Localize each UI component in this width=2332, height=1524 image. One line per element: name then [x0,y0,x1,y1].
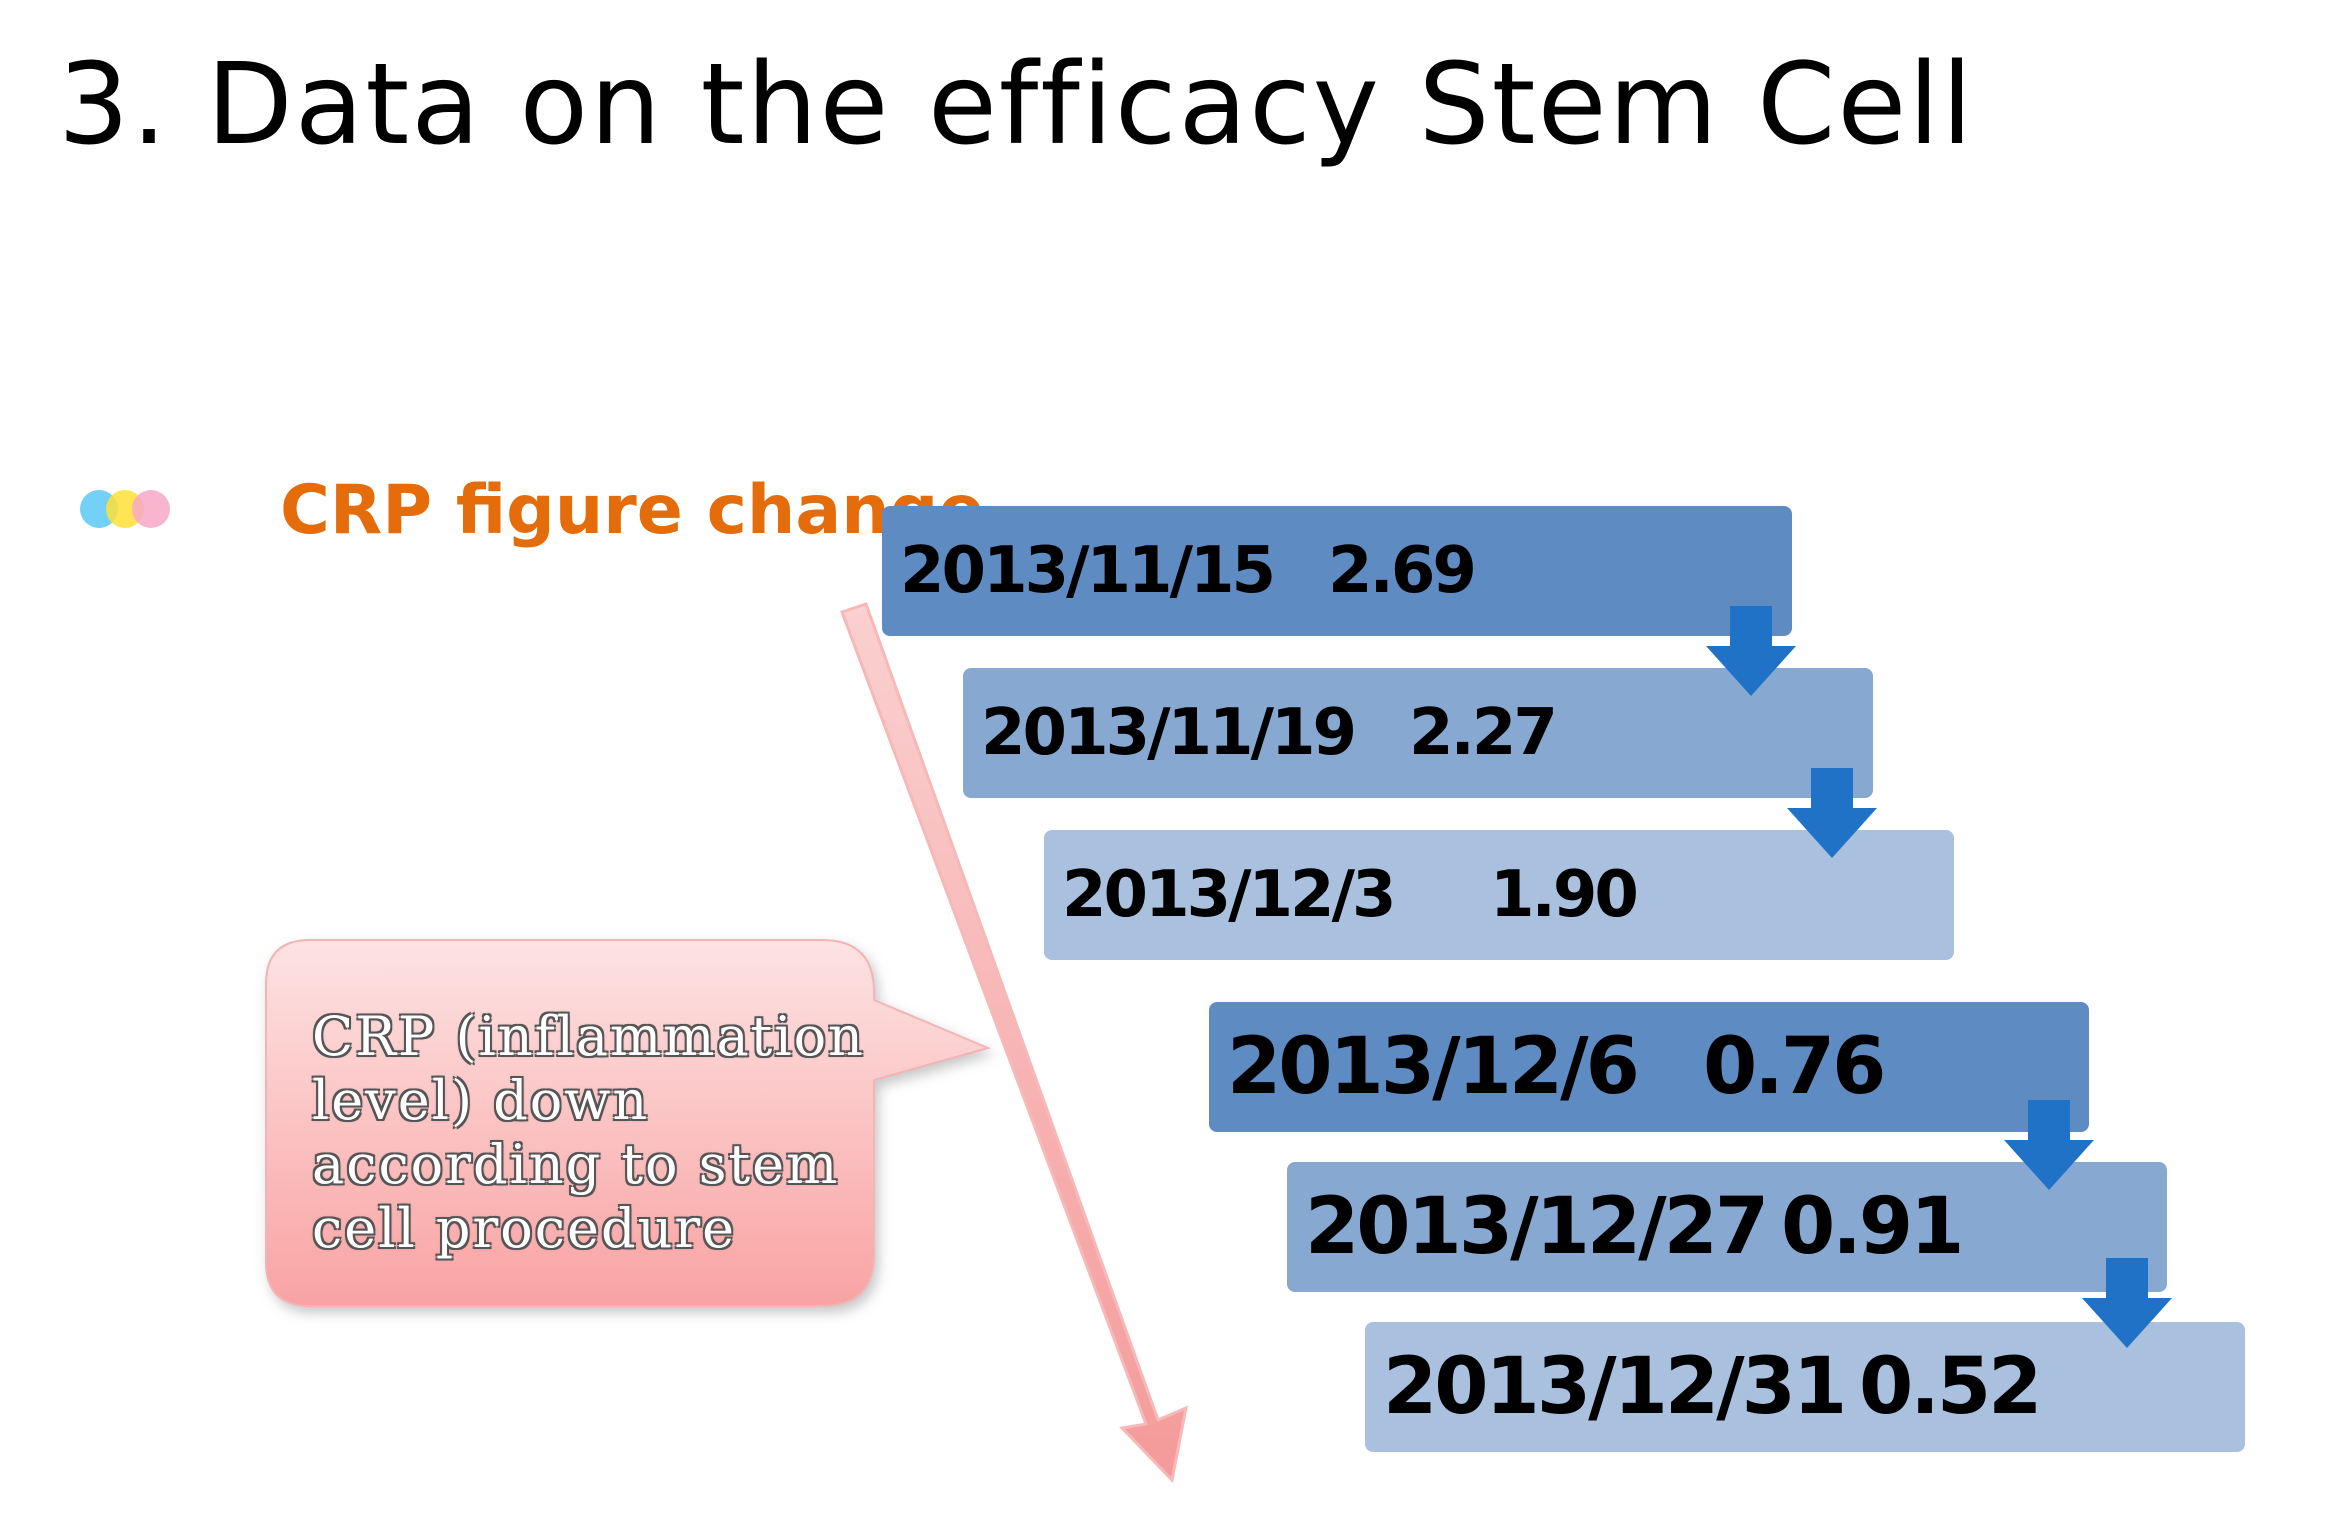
crp-entry-box: 2013/12/6 0.76 [1209,1002,2089,1132]
entry-date: 2013/12/3 [1062,858,1396,932]
entry-value: 0.52 [1859,1342,2042,1432]
crp-entry-box: 2013/12/31 0.52 [1365,1322,2245,1452]
entry-date: 2013/12/6 [1227,1022,1640,1112]
trend-arrow-shape [840,602,1189,1484]
subtitle: CRP figure change [280,470,985,550]
three-circles-icon [78,486,174,534]
down-arrow-icon [1787,768,1877,858]
entry-date: 2013/12/31 [1383,1342,1847,1432]
entry-date: 2013/12/27 [1305,1182,1769,1272]
crp-entry-box: 2013/11/15 2.69 [882,506,1792,636]
crp-entry-box: 2013/11/19 2.27 [963,668,1873,798]
entry-value: 2.27 [1409,696,1558,770]
pink-circle-icon [132,490,170,528]
down-arrow-icon [2004,1100,2094,1190]
subtitle-row: CRP figure change [78,470,984,550]
down-arrow-icon [1706,606,1796,696]
slide-title: 3. Data on the efficacy Stem Cell [58,40,1975,170]
entry-value: 1.90 [1490,858,1639,932]
callout-text: CRP (inflammation level) down according … [312,1005,865,1260]
crp-entry-box: 2013/12/3 1.90 [1044,830,1954,960]
entry-date: 2013/11/15 [900,534,1276,608]
crp-entry-box: 2013/12/27 0.91 [1287,1162,2167,1292]
entry-date: 2013/11/19 [981,696,1357,770]
entry-value: 0.91 [1781,1182,1964,1272]
down-arrow-icon [2082,1258,2172,1348]
entry-value: 2.69 [1328,534,1477,608]
entry-value: 0.76 [1703,1022,1886,1112]
